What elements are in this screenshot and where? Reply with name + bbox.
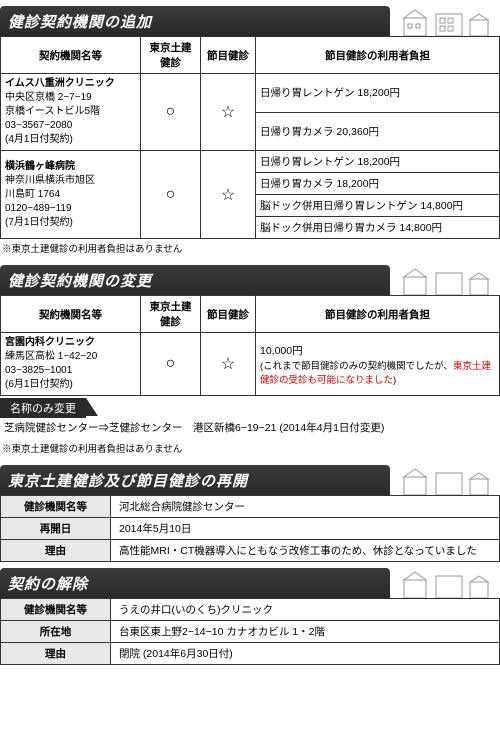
burden-main: 10,000円 [260, 343, 495, 358]
org-line: (4月1日付契約) [5, 133, 136, 147]
burden-cell: 脳ドック併用日帰り胃カメラ 14,800円 [256, 217, 500, 239]
add-table: 契約機関名等 東京土建健診 節目健診 節目健診の利用者負担 イムス八重洲クリニッ… [0, 36, 500, 239]
th-fushime: 節目健診 [201, 296, 256, 333]
header-decoration [390, 568, 500, 598]
th-org: 契約機関名等 [1, 296, 141, 333]
section-header-change: 健診契約機関の変更 [0, 263, 500, 295]
org-line: 03−3567−2080 [5, 119, 136, 133]
table-row: 宮園内科クリニック 練馬区高松 1−42−20 03−3825−1001 (6月… [1, 333, 500, 396]
kv-key: 所在地 [1, 621, 111, 643]
fushime-cell: ☆ [201, 151, 256, 239]
th-burden: 節目健診の利用者負担 [256, 37, 500, 74]
burden-sub-pre: (これまで節目健診のみの契約機関でしたが、 [260, 361, 453, 372]
header-decoration [390, 265, 500, 295]
header-bar: 健診契約機関の追加 [0, 6, 390, 36]
org-cell: イムス八重洲クリニック 中央区京橋 2−7−19 京橋イーストビル5階 03−3… [1, 74, 141, 151]
org-line: 練馬区高松 1−42−20 [5, 350, 136, 364]
tokyo-cell: ○ [141, 151, 201, 239]
org-name: 横浜鶴ヶ峰病院 [5, 160, 136, 174]
org-name: 宮園内科クリニック [5, 336, 136, 350]
table-row: 横浜鶴ヶ峰病院 神奈川県横浜市旭区 川島町 1764 0120−489−119 … [1, 151, 500, 173]
section-title: 健診契約機関の変更 [8, 270, 152, 291]
header-row: 契約機関名等 東京土建健診 節目健診 節目健診の利用者負担 [1, 296, 500, 333]
kv-key: 健診機関名等 [1, 496, 111, 518]
kv-row: 健診機関名等うえの井口(いのくち)クリニック [1, 599, 500, 621]
burden-cell: 10,000円 (これまで節目健診のみの契約機関でしたが、東京土建健診の受診も可… [256, 333, 500, 396]
burden-cell: 日帰り胃レントゲン 18,200円 [256, 74, 500, 113]
burden-cell: 日帰り胃カメラ 18,200円 [256, 173, 500, 195]
name-only-text: 芝病院健診センター⇒芝健診センター 港区新橋6−19−21 (2014年4月1日… [0, 418, 500, 439]
org-line: 0120−489−119 [5, 202, 136, 216]
th-tokyo: 東京土建健診 [141, 37, 201, 74]
org-line: 京橋イーストビル5階 [5, 105, 136, 119]
org-line: (7月1日付契約) [5, 216, 136, 230]
kv-val: うえの井口(いのくち)クリニック [111, 599, 500, 621]
section-header-resume: 東京土建健診及び節目健診の再開 [0, 463, 500, 495]
cancel-table: 健診機関名等うえの井口(いのくち)クリニック 所在地台東区東上野2−14−10 … [0, 598, 500, 665]
fushime-cell: ☆ [201, 333, 256, 396]
org-line: 神奈川県横浜市旭区 [5, 174, 136, 188]
section-header-add: 健診契約機関の追加 [0, 4, 500, 36]
org-line: 中央区京橋 2−7−19 [5, 91, 136, 105]
kv-row: 理由閉院 (2014年6月30日付) [1, 643, 500, 665]
section-title: 東京土建健診及び節目健診の再開 [8, 470, 248, 491]
kv-val: 河北総合病院健診センター [111, 496, 500, 518]
burden-cell: 日帰り胃レントゲン 18,200円 [256, 151, 500, 173]
th-tokyo: 東京土建健診 [141, 296, 201, 333]
org-line: (6月1日付契約) [5, 378, 136, 392]
org-cell: 横浜鶴ヶ峰病院 神奈川県横浜市旭区 川島町 1764 0120−489−119 … [1, 151, 141, 239]
header-bar: 健診契約機関の変更 [0, 265, 390, 295]
kv-row: 所在地台東区東上野2−14−10 カナオカビル 1・2階 [1, 621, 500, 643]
change-table: 契約機関名等 東京土建健診 節目健診 節目健診の利用者負担 宮園内科クリニック … [0, 295, 500, 396]
kv-row: 再開日2014年5月10日 [1, 518, 500, 540]
kv-key: 理由 [1, 643, 111, 665]
name-only-tab: 名称のみ変更 [0, 398, 86, 418]
burden-sub: (これまで節目健診のみの契約機関でしたが、東京土建健診の受診も可能になりました) [260, 358, 495, 386]
th-org: 契約機関名等 [1, 37, 141, 74]
org-cell: 宮園内科クリニック 練馬区高松 1−42−20 03−3825−1001 (6月… [1, 333, 141, 396]
burden-end: ) [393, 375, 396, 386]
kv-row: 理由高性能MRI・CT機器導入にともなう改修工事のため、休診となっていました [1, 540, 500, 562]
add-note: ※東京土建健診の利用者負担はありません [2, 241, 500, 255]
table-row: イムス八重洲クリニック 中央区京橋 2−7−19 京橋イーストビル5階 03−3… [1, 74, 500, 113]
kv-row: 健診機関名等河北総合病院健診センター [1, 496, 500, 518]
burden-cell: 日帰り胃カメラ 20,360円 [256, 112, 500, 151]
header-bar: 東京土建健診及び節目健診の再開 [0, 465, 390, 495]
header-decoration [390, 465, 500, 495]
kv-val: 閉院 (2014年6月30日付) [111, 643, 500, 665]
section-title: 契約の解除 [8, 573, 88, 594]
tokyo-cell: ○ [141, 74, 201, 151]
resume-table: 健診機関名等河北総合病院健診センター 再開日2014年5月10日 理由高性能MR… [0, 495, 500, 562]
th-fushime: 節目健診 [201, 37, 256, 74]
burden-cell: 脳ドック併用日帰り胃レントゲン 14,800円 [256, 195, 500, 217]
kv-key: 理由 [1, 540, 111, 562]
org-line: 03−3825−1001 [5, 364, 136, 378]
header-bar: 契約の解除 [0, 568, 390, 598]
section-title: 健診契約機関の追加 [8, 11, 152, 32]
kv-key: 再開日 [1, 518, 111, 540]
org-line: 川島町 1764 [5, 188, 136, 202]
section-header-cancel: 契約の解除 [0, 566, 500, 598]
kv-val: 台東区東上野2−14−10 カナオカビル 1・2階 [111, 621, 500, 643]
fushime-cell: ☆ [201, 74, 256, 151]
kv-val: 高性能MRI・CT機器導入にともなう改修工事のため、休診となっていました [111, 540, 500, 562]
tokyo-cell: ○ [141, 333, 201, 396]
change-note: ※東京土建健診の利用者負担はありません [2, 441, 500, 455]
header-decoration [390, 6, 500, 36]
org-name: イムス八重洲クリニック [5, 77, 136, 91]
kv-val: 2014年5月10日 [111, 518, 500, 540]
header-row: 契約機関名等 東京土建健診 節目健診 節目健診の利用者負担 [1, 37, 500, 74]
kv-key: 健診機関名等 [1, 599, 111, 621]
th-burden: 節目健診の利用者負担 [256, 296, 500, 333]
